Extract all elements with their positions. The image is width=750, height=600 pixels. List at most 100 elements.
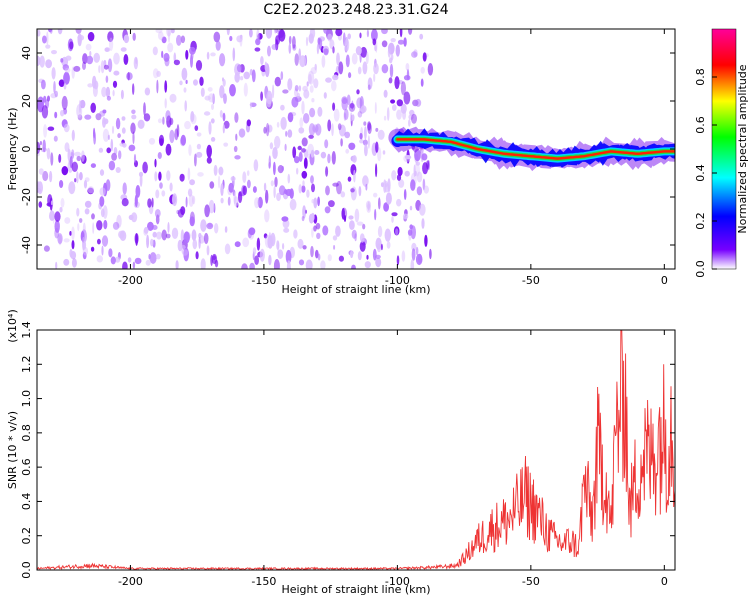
noise-blob	[387, 47, 391, 58]
noise-blob	[210, 137, 216, 142]
noise-blob	[37, 141, 41, 154]
noise-blob	[108, 248, 113, 258]
noise-blob	[165, 143, 172, 156]
noise-blob	[211, 103, 214, 110]
noise-blob	[404, 170, 410, 177]
noise-blob	[396, 99, 403, 107]
noise-blob	[228, 182, 234, 193]
noise-blob	[143, 113, 151, 122]
noise-blob	[121, 116, 126, 121]
x-tick-label: -100	[385, 274, 410, 287]
noise-blob	[208, 199, 215, 214]
noise-blob	[396, 174, 402, 181]
noise-blob	[421, 218, 425, 229]
noise-blob	[298, 127, 305, 134]
noise-blob	[252, 247, 257, 255]
noise-blob	[356, 221, 364, 226]
noise-blob	[169, 93, 177, 103]
noise-blob	[83, 179, 88, 189]
snr-x-ticks: -200 -150 -100 -50 0	[118, 330, 668, 588]
noise-blob	[327, 33, 333, 42]
noise-blob	[411, 51, 418, 58]
noise-blob	[278, 185, 286, 196]
noise-blob	[158, 31, 164, 40]
noise-blob	[362, 175, 369, 187]
noise-blob	[229, 84, 236, 97]
noise-blob	[128, 144, 136, 152]
noise-blob	[152, 225, 158, 230]
noise-blob	[185, 79, 188, 84]
noise-blob	[38, 201, 43, 208]
noise-blob	[46, 31, 49, 45]
noise-blob	[47, 95, 50, 102]
noise-blob	[311, 227, 314, 238]
y-tick-label: 0	[20, 146, 33, 153]
noise-blob	[147, 198, 152, 208]
noise-blob	[357, 111, 363, 118]
noise-blob	[206, 156, 212, 164]
noise-blob	[401, 250, 406, 262]
noise-blob	[77, 33, 82, 47]
noise-blob	[360, 105, 367, 113]
noise-blob	[102, 128, 110, 142]
noise-blob	[362, 61, 368, 75]
noise-blob	[152, 231, 157, 238]
noise-blob	[143, 102, 146, 116]
noise-blob	[226, 29, 230, 36]
noise-blob	[390, 38, 396, 43]
noise-blob	[85, 43, 92, 51]
noise-blob	[332, 46, 335, 54]
noise-blob	[108, 160, 116, 171]
noise-blob	[185, 196, 188, 208]
noise-blob	[315, 222, 321, 230]
noise-blob	[305, 259, 313, 269]
noise-blob	[103, 118, 109, 125]
noise-blob	[308, 33, 314, 44]
noise-blob	[297, 145, 302, 151]
noise-blob	[280, 116, 287, 130]
noise-blob	[396, 198, 402, 207]
noise-blob	[311, 212, 315, 222]
noise-blob	[127, 257, 132, 263]
noise-blob	[46, 147, 51, 160]
noise-blob	[71, 129, 75, 141]
noise-region	[37, 29, 434, 269]
noise-blob	[400, 81, 406, 96]
noise-blob	[58, 79, 65, 87]
noise-blob	[52, 213, 55, 224]
noise-blob	[159, 182, 163, 189]
noise-blob	[158, 134, 165, 146]
noise-blob	[183, 87, 187, 93]
noise-blob	[317, 253, 321, 261]
noise-blob	[422, 52, 427, 62]
noise-blob	[255, 38, 261, 46]
x-tick-label: -200	[118, 575, 143, 588]
noise-blob	[324, 139, 329, 149]
noise-blob	[410, 179, 416, 191]
noise-blob	[68, 181, 76, 195]
noise-blob	[429, 248, 432, 260]
noise-blob	[349, 220, 355, 231]
noise-blob	[75, 29, 82, 34]
y-tick-label: 20	[20, 94, 33, 108]
noise-blob	[396, 255, 400, 266]
noise-blob	[149, 252, 157, 264]
noise-blob	[161, 229, 167, 241]
noise-blob	[184, 120, 191, 130]
noise-blob	[323, 92, 327, 99]
noise-blob	[115, 117, 121, 130]
noise-blob	[196, 132, 202, 137]
noise-blob	[282, 243, 285, 250]
noise-blob	[298, 85, 302, 92]
noise-blob	[234, 72, 240, 83]
noise-blob	[392, 104, 397, 111]
noise-blob	[112, 89, 115, 97]
noise-blob	[193, 79, 198, 86]
noise-blob	[175, 260, 179, 269]
noise-blob	[196, 143, 201, 150]
noise-blob	[274, 135, 281, 149]
noise-blob	[360, 46, 368, 58]
noise-blob	[301, 170, 308, 179]
noise-blob	[343, 215, 347, 222]
